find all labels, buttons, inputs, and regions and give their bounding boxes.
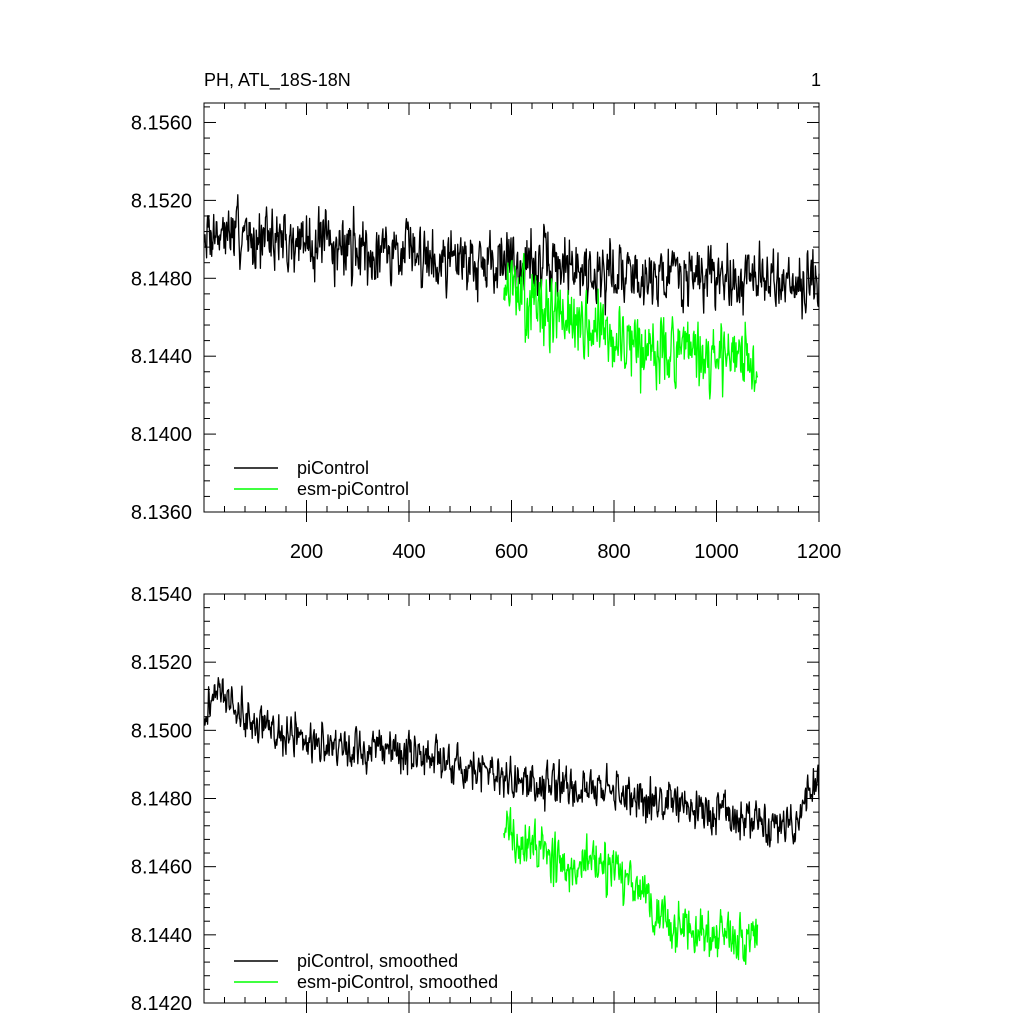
series-line-esm-picontrol-smoothed: [503, 807, 759, 965]
corner-label: 1: [811, 70, 821, 90]
x-tick-label: 400: [392, 541, 425, 563]
x-tick-label: 600: [495, 541, 528, 563]
y-tick-label: 8.1480: [131, 268, 192, 290]
plot-frame: [203, 593, 820, 1004]
y-tick-label: 8.1560: [131, 112, 192, 134]
series-line-picontrol: [203, 194, 820, 320]
top-panel: 8.1360 8.1400 8.1440 8.1480 8.1520 8.1560 200 4…: [131, 70, 841, 563]
bottom-panel: 8.1420 8.1440 8.1460 8.1480 8.1500 8.1520 8.15…: [131, 584, 820, 1015]
y-tick-label: 8.1500: [131, 720, 192, 742]
y-tick-label: 8.1480: [131, 789, 192, 811]
legend-label: esm-piControl: [297, 479, 409, 499]
plot-title: PH, ATL_18S-18N: [204, 70, 351, 91]
x-tick-label: 200: [290, 541, 323, 563]
legend-label: piControl: [297, 458, 369, 478]
series-line-picontrol-smoothed: [203, 677, 820, 848]
plot-frame: [203, 102, 820, 513]
x-tick-label: 800: [597, 541, 630, 563]
y-tick-label: 8.1420: [131, 993, 192, 1015]
y-tick-label: 8.1360: [131, 502, 192, 524]
y-tick-label: 8.1400: [131, 424, 192, 446]
legend-label: esm-piControl, smoothed: [297, 972, 498, 992]
legend-label: piControl, smoothed: [297, 951, 458, 971]
y-tick-label: 8.1520: [131, 190, 192, 212]
series-line-esm-picontrol: [503, 252, 759, 400]
x-tick-label: 1200: [797, 541, 842, 563]
x-tick-label: 1000: [694, 541, 739, 563]
y-tick-label: 8.1540: [131, 584, 192, 606]
y-tick-label: 8.1440: [131, 346, 192, 368]
y-tick-label: 8.1520: [131, 652, 192, 674]
y-tick-label: 8.1460: [131, 857, 192, 879]
y-tick-label: 8.1440: [131, 925, 192, 947]
